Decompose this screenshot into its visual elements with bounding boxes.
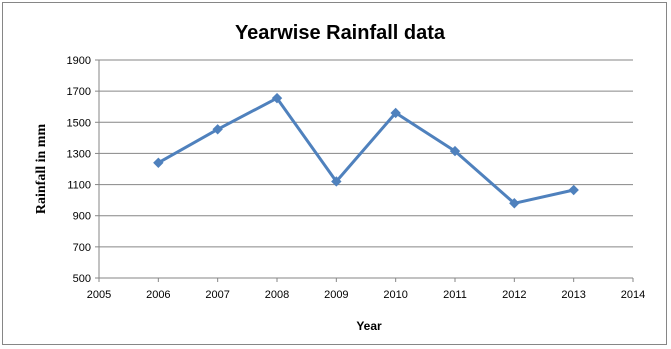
data-point-2008 [271,92,283,104]
x-tick-labels: 2005 2006 2007 2008 2009 2010 2011 2012 2013 2014 [87,289,645,301]
y-tick-label-1700: 1700 [67,86,91,98]
x-tick-label-2014: 2014 [621,289,645,301]
data-point-2012 [509,198,520,209]
data-point-2007 [212,124,223,135]
data-point-2009 [331,176,342,187]
chart-title: Yearwise Rainfall data [235,22,446,44]
y-tick-label-1300: 1300 [67,148,91,160]
data-point-2006 [153,157,164,168]
data-point-2013 [568,184,579,196]
y-tick-label-700: 700 [73,242,91,254]
x-tick-label-2010: 2010 [383,289,407,301]
data-point-2010 [390,107,401,119]
data-point-2011 [449,145,461,157]
x-tick-label-2007: 2007 [205,289,229,301]
series-line-0 [156,96,576,205]
x-tick-label-2011: 2011 [443,289,467,301]
y-tick-label-1900: 1900 [67,55,91,67]
y-tick-label-1100: 1100 [67,180,91,192]
gridlines [99,59,633,248]
y-tick-label-500: 500 [73,273,91,285]
axes [95,59,634,282]
y-tick-label-900: 900 [73,211,91,223]
y-axis-label: Rainfall in mm [34,124,49,215]
y-tick-labels: 500 700 900 1100 1300 1500 1700 1900 [67,55,91,285]
x-tick-label-2012: 2012 [502,289,526,301]
x-axis-label: Year [356,319,382,333]
x-tick-label-2005: 2005 [87,289,111,301]
x-tick-label-2008: 2008 [265,289,289,301]
data-series [153,92,579,209]
x-tick-label-2006: 2006 [146,289,170,301]
x-tick-label-2009: 2009 [324,289,348,301]
y-tick-label-1500: 1500 [67,117,91,129]
x-tick-label-2013: 2013 [561,289,585,301]
chart-frame [2,2,667,345]
